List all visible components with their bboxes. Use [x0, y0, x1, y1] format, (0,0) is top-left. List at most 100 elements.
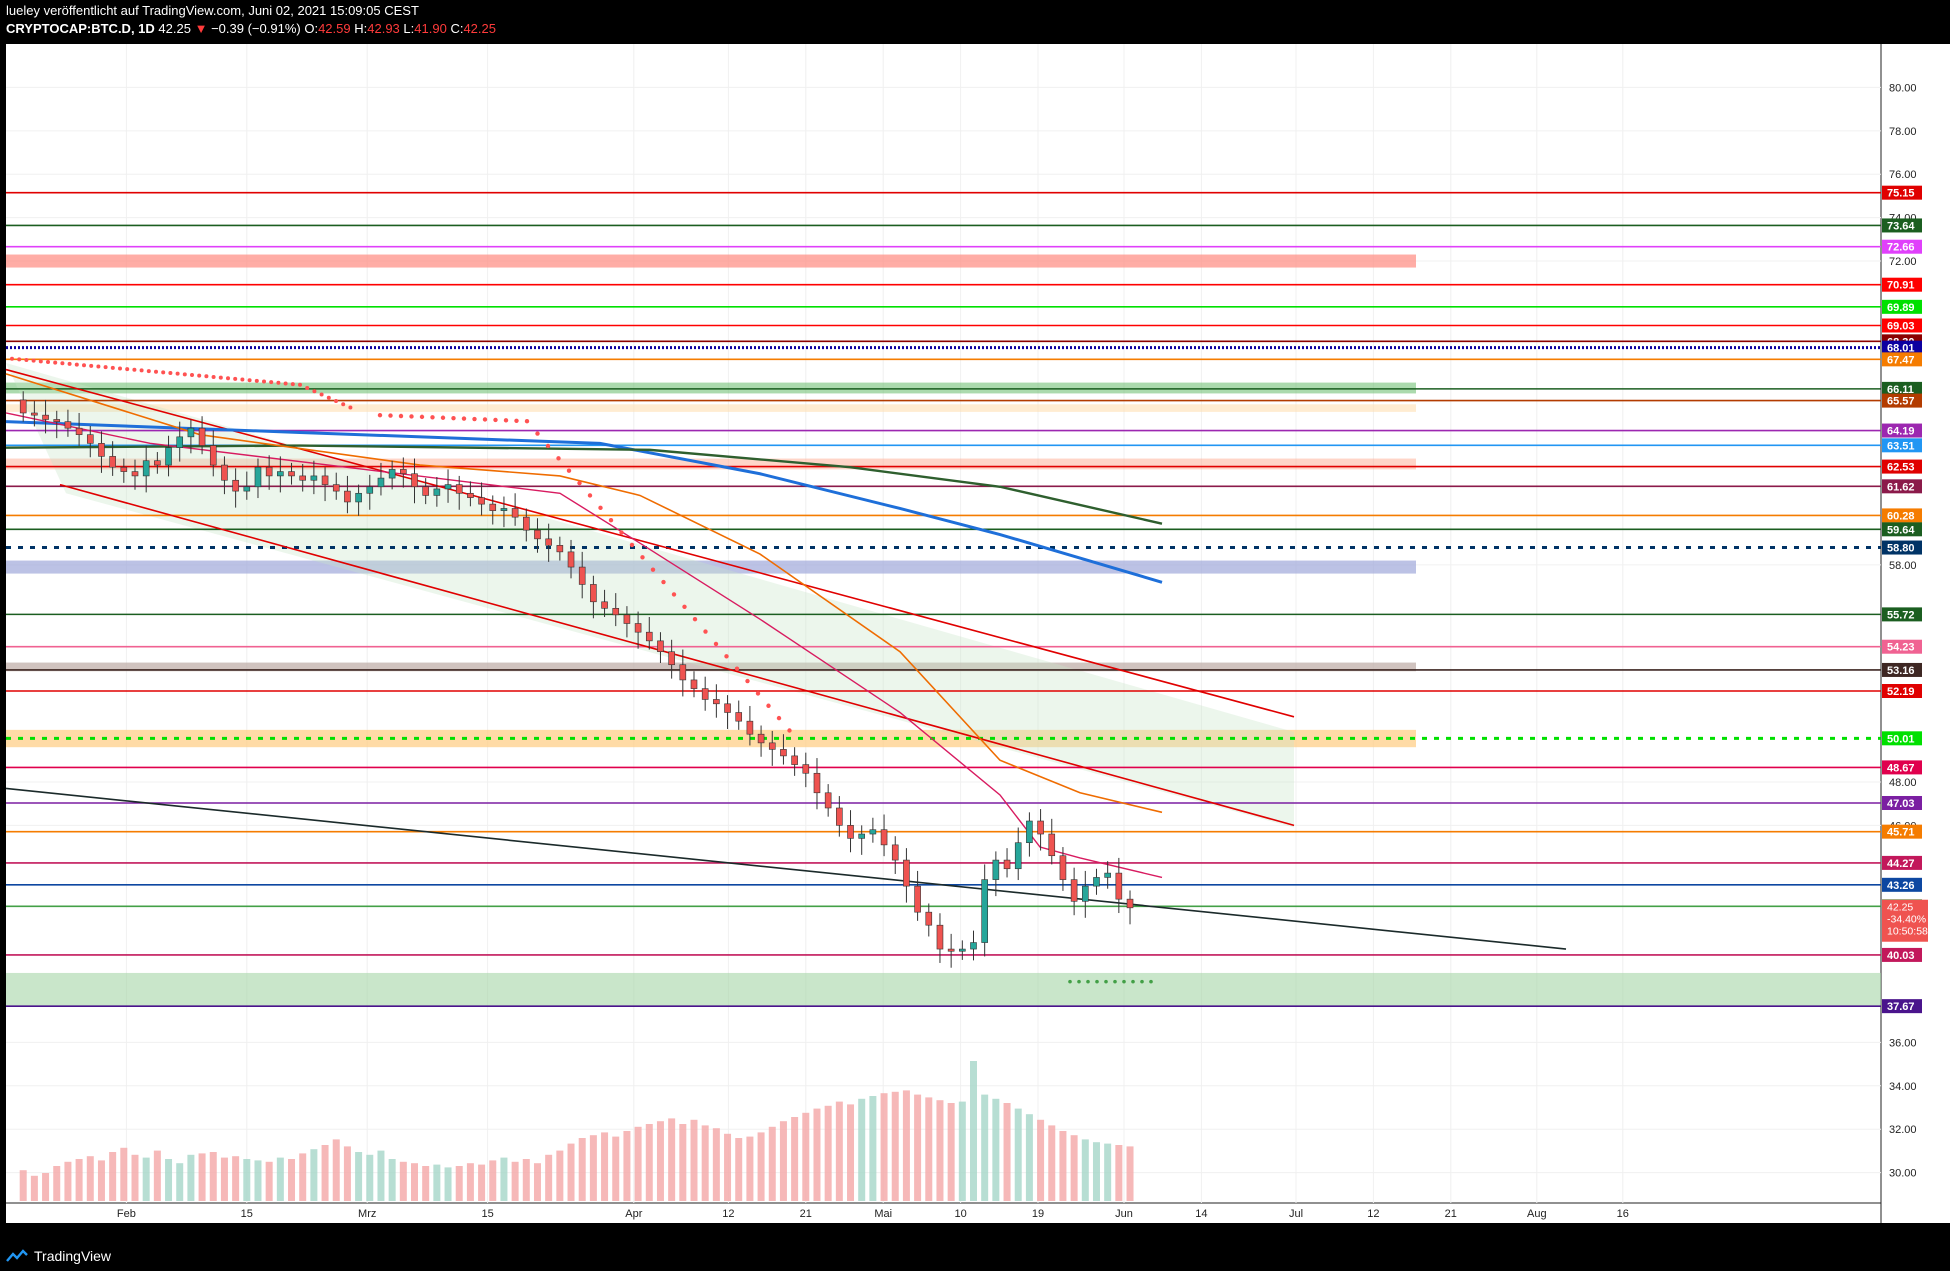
sar-dot: [154, 369, 158, 374]
candle-body: [400, 469, 407, 475]
volume-bar: [388, 1159, 396, 1201]
countdown-label: 10:50:58: [1887, 926, 1928, 938]
volume-bar: [902, 1090, 910, 1201]
candle-body: [355, 492, 362, 503]
level-badge-label: 50.01: [1887, 733, 1915, 745]
level-badge: [1882, 340, 1922, 355]
sar-dot: [545, 443, 551, 449]
volume-bar: [1126, 1146, 1134, 1201]
candle-body: [388, 469, 396, 479]
volume-bar: [914, 1094, 922, 1201]
sar-dot: [1068, 979, 1072, 984]
level-badge-label: 75.15: [1887, 188, 1915, 200]
sar-dot: [661, 579, 666, 585]
candle-body: [422, 486, 429, 496]
sar-dot: [577, 480, 582, 486]
support-resistance-zone: [6, 972, 1881, 1006]
volume-bar: [1070, 1135, 1078, 1201]
volume-bar: [276, 1157, 284, 1201]
time-tick-label: Apr: [625, 1208, 642, 1220]
level-badge-label: 52.19: [1887, 686, 1915, 698]
level-badge-label: 43.26: [1887, 880, 1915, 892]
candle-body: [86, 434, 94, 444]
candle-body: [768, 742, 776, 750]
sar-dot: [619, 530, 624, 535]
sar-dot: [312, 389, 317, 394]
level-badge: [1882, 239, 1922, 254]
candle-body: [187, 427, 195, 438]
sar-dot: [31, 358, 36, 363]
price-tick-label: 36.00: [1889, 1037, 1917, 1049]
volume-bar: [802, 1112, 810, 1201]
sar-dot: [503, 418, 509, 423]
level-badge: [1882, 459, 1922, 474]
candle-body: [925, 911, 933, 926]
volume-bar: [690, 1119, 698, 1201]
volume-bar: [712, 1128, 720, 1201]
volume-bar: [634, 1126, 642, 1201]
price-tick-label: 58.00: [1889, 560, 1917, 572]
tradingview-logo-icon: [6, 1249, 28, 1262]
candle-body: [1003, 859, 1011, 870]
sar-dot: [10, 356, 14, 361]
candle-body: [489, 503, 497, 511]
sar-dot: [703, 629, 708, 634]
brand-label[interactable]: TradingView: [34, 1248, 112, 1264]
time-tick-label: 14: [1195, 1208, 1207, 1220]
level-badge-label: 47.03: [1887, 798, 1915, 810]
candle-body: [780, 749, 787, 757]
symbol-label[interactable]: CRYPTOCAP:BTC.D, 1D: [6, 21, 155, 36]
volume-bar: [332, 1139, 340, 1201]
sar-dot: [334, 399, 338, 404]
sar-dot: [161, 370, 166, 375]
sar-dot: [17, 357, 22, 362]
candle-body: [567, 551, 575, 568]
level-badge-label: 58.80: [1887, 543, 1915, 555]
sar-dot: [1095, 979, 1099, 984]
sar-dot: [419, 414, 425, 420]
level-badge: [1882, 185, 1922, 200]
volume-bar: [1059, 1131, 1067, 1201]
volume-bar: [176, 1163, 184, 1201]
sar-dot: [472, 416, 477, 422]
volume-bar: [466, 1163, 474, 1201]
volume-bar: [891, 1091, 899, 1201]
candle-body: [433, 488, 441, 496]
sar-dot: [461, 416, 467, 421]
close-label: C:: [450, 21, 464, 36]
volume-bar: [310, 1149, 318, 1201]
sar-dot: [755, 691, 761, 696]
candle-body: [478, 497, 485, 505]
volume-bar: [947, 1103, 955, 1201]
volume-bar: [131, 1154, 139, 1201]
level-badge-label: 61.62: [1887, 481, 1915, 493]
candle-body: [131, 471, 139, 477]
candle-body: [1048, 833, 1056, 857]
sar-dot: [175, 371, 180, 376]
candle-body: [277, 471, 284, 477]
sar-dot: [1140, 979, 1144, 984]
ma-100: [5, 444, 1163, 525]
sar-dot: [168, 371, 173, 376]
candle-body: [701, 688, 709, 700]
level-badge: [1882, 540, 1922, 555]
candle-body: [836, 807, 843, 826]
support-resistance-zone: [6, 729, 1416, 748]
volume-bar: [858, 1098, 866, 1201]
candle-body: [1014, 842, 1022, 870]
candle-body: [802, 764, 810, 774]
candle-body: [858, 833, 866, 839]
volume-bar: [232, 1156, 240, 1201]
support-resistance-zone: [6, 404, 1416, 412]
sar-dot: [514, 418, 519, 423]
volume-bar: [533, 1163, 541, 1201]
support-resistance-zone: [6, 560, 1416, 574]
candle-body: [19, 399, 27, 414]
sar-dot: [587, 493, 593, 498]
volume-bar: [757, 1132, 765, 1201]
level-badge-label: 69.03: [1887, 321, 1915, 333]
level-badge: [1882, 299, 1922, 314]
candle-body: [746, 720, 754, 735]
candle-body: [903, 859, 910, 887]
